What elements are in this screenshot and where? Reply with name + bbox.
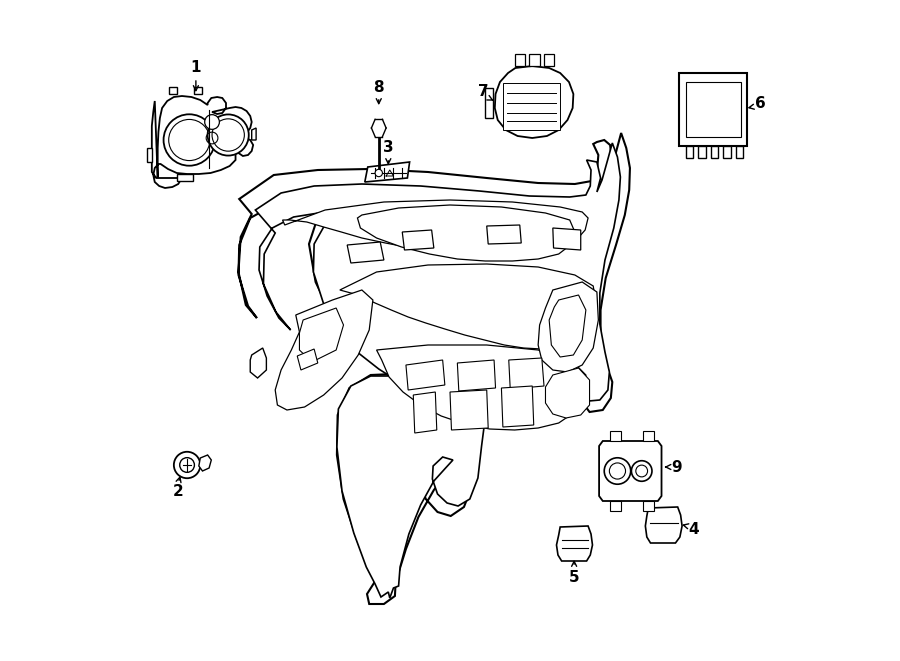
Polygon shape [283, 200, 588, 256]
Polygon shape [250, 348, 266, 378]
Text: 7: 7 [478, 83, 489, 98]
Polygon shape [413, 392, 436, 433]
Circle shape [604, 458, 631, 485]
Polygon shape [644, 501, 654, 511]
Polygon shape [275, 290, 373, 410]
Polygon shape [556, 526, 592, 561]
Polygon shape [457, 360, 496, 391]
Polygon shape [529, 54, 540, 66]
Polygon shape [194, 87, 202, 94]
Text: 1: 1 [191, 61, 201, 75]
Polygon shape [610, 431, 621, 441]
Circle shape [632, 461, 652, 481]
Polygon shape [711, 146, 718, 158]
Text: 6: 6 [754, 95, 765, 110]
Polygon shape [238, 133, 630, 604]
Polygon shape [599, 441, 661, 501]
Polygon shape [347, 242, 384, 263]
Circle shape [375, 169, 382, 176]
Polygon shape [300, 308, 344, 362]
Text: 9: 9 [670, 461, 681, 475]
Polygon shape [544, 54, 554, 66]
Polygon shape [152, 96, 253, 188]
Polygon shape [364, 162, 410, 182]
Polygon shape [538, 282, 598, 372]
Polygon shape [724, 146, 731, 158]
Polygon shape [252, 128, 256, 140]
Circle shape [174, 451, 201, 478]
Circle shape [208, 114, 248, 155]
Polygon shape [687, 82, 741, 137]
Polygon shape [508, 358, 544, 389]
Polygon shape [176, 174, 193, 181]
Polygon shape [357, 205, 575, 261]
Polygon shape [515, 54, 525, 66]
Polygon shape [199, 455, 212, 471]
Text: 2: 2 [173, 485, 184, 500]
Polygon shape [256, 143, 620, 598]
Polygon shape [501, 386, 534, 427]
Polygon shape [610, 501, 621, 511]
Polygon shape [553, 228, 580, 250]
Polygon shape [402, 230, 434, 250]
Polygon shape [698, 146, 706, 158]
Polygon shape [485, 88, 492, 118]
Polygon shape [686, 146, 693, 158]
Polygon shape [450, 390, 488, 430]
Polygon shape [495, 66, 573, 138]
Polygon shape [376, 345, 586, 430]
Polygon shape [406, 360, 445, 390]
Polygon shape [487, 225, 521, 244]
Circle shape [204, 114, 220, 130]
Polygon shape [644, 431, 654, 441]
Polygon shape [680, 73, 747, 146]
Polygon shape [148, 148, 152, 162]
Polygon shape [735, 146, 743, 158]
Polygon shape [503, 83, 560, 130]
Polygon shape [297, 349, 318, 370]
Circle shape [164, 114, 215, 166]
Polygon shape [645, 507, 682, 543]
Polygon shape [549, 295, 586, 357]
Polygon shape [340, 264, 596, 349]
Polygon shape [169, 87, 176, 94]
Polygon shape [545, 368, 590, 418]
Text: 3: 3 [383, 141, 393, 155]
Text: 4: 4 [688, 522, 699, 537]
Text: 8: 8 [374, 81, 384, 95]
Text: 5: 5 [569, 570, 580, 584]
